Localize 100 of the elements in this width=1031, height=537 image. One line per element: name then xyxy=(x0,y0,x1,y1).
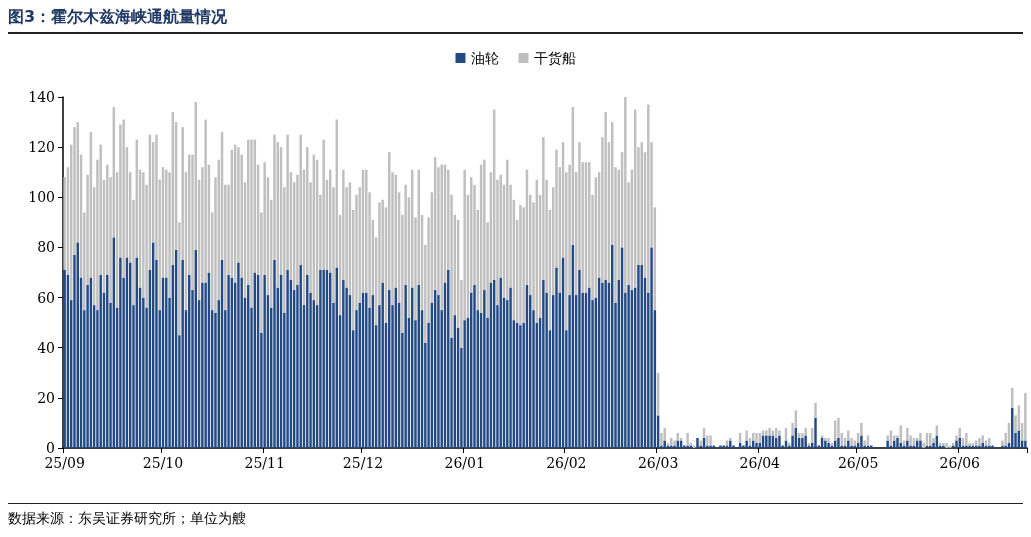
bar xyxy=(837,437,840,448)
bar xyxy=(299,264,302,448)
bar xyxy=(722,445,725,448)
bar xyxy=(381,282,384,448)
x-tick-label: 25/12 xyxy=(342,455,384,471)
bar xyxy=(824,440,827,448)
bar xyxy=(227,275,230,448)
bar xyxy=(866,445,870,448)
bar xyxy=(322,139,325,270)
bar xyxy=(932,437,935,443)
bar xyxy=(860,435,863,448)
bar xyxy=(578,269,581,448)
bar xyxy=(765,435,768,448)
bar xyxy=(1001,445,1004,448)
bar xyxy=(929,445,932,448)
bar xyxy=(250,139,253,308)
bar xyxy=(814,402,817,418)
bar xyxy=(119,257,122,448)
bar xyxy=(604,280,607,448)
bar xyxy=(181,259,184,448)
bar xyxy=(637,264,640,448)
y-tick-label: 120 xyxy=(28,139,55,156)
bar xyxy=(473,285,476,448)
y-tick-label: 60 xyxy=(37,289,55,306)
legend-label: 油轮 xyxy=(470,50,499,66)
bar xyxy=(237,262,240,448)
bar xyxy=(122,119,125,278)
bar xyxy=(1024,440,1027,448)
bar xyxy=(925,445,929,448)
bar xyxy=(801,432,804,438)
bar xyxy=(814,417,817,448)
bar xyxy=(745,430,748,441)
bar xyxy=(506,159,509,301)
bar xyxy=(906,440,909,448)
bar xyxy=(463,320,466,448)
x-tick-label: 26/03 xyxy=(637,455,679,471)
bar xyxy=(201,282,204,448)
bar xyxy=(847,430,850,441)
y-tick-label: 80 xyxy=(37,239,55,256)
bar xyxy=(768,435,771,448)
bar xyxy=(709,435,712,446)
x-tick-label: 26/06 xyxy=(939,455,981,471)
bar xyxy=(640,264,643,448)
bar xyxy=(984,445,988,448)
bar xyxy=(991,445,994,448)
bar xyxy=(63,269,66,448)
bar xyxy=(660,432,663,446)
bar xyxy=(745,440,748,448)
bar xyxy=(709,445,712,448)
x-tick-label: 25/09 xyxy=(44,455,85,471)
bar xyxy=(988,437,991,446)
bar xyxy=(929,432,932,446)
bar xyxy=(948,445,952,448)
bar xyxy=(906,427,909,441)
y-tick-label: 20 xyxy=(37,389,55,406)
bar xyxy=(804,427,807,436)
bar xyxy=(627,285,630,448)
bar xyxy=(650,247,653,448)
bar xyxy=(778,435,781,448)
bar xyxy=(273,259,276,448)
bar xyxy=(322,269,325,448)
bar xyxy=(306,275,309,448)
bar xyxy=(542,280,545,448)
source-note: 数据来源：东吴证券研究所；单位为艘 xyxy=(8,503,1023,528)
bar xyxy=(404,285,407,448)
x-tick-label: 25/11 xyxy=(244,455,285,471)
bar xyxy=(768,427,771,436)
bar xyxy=(483,290,486,448)
bar xyxy=(801,437,804,448)
bar xyxy=(719,445,722,448)
bar xyxy=(342,280,345,448)
bar xyxy=(870,445,873,448)
bar xyxy=(204,119,207,283)
bar xyxy=(824,437,827,441)
bar xyxy=(601,282,604,448)
bar xyxy=(604,112,607,281)
bar xyxy=(624,97,627,293)
bar xyxy=(263,275,266,448)
bar xyxy=(965,432,968,446)
bar xyxy=(447,269,450,448)
bar xyxy=(647,104,650,293)
bar xyxy=(365,292,368,448)
bar xyxy=(896,437,899,448)
x-tick-label: 26/05 xyxy=(837,455,879,471)
bar xyxy=(509,287,512,448)
bar xyxy=(440,164,443,311)
x-tick-label: 26/04 xyxy=(739,455,781,471)
bar xyxy=(804,435,807,448)
bar xyxy=(988,445,991,448)
bar xyxy=(663,427,666,441)
bar xyxy=(519,325,522,448)
bar xyxy=(1024,392,1027,441)
y-tick-label: 140 xyxy=(28,89,55,105)
bar xyxy=(686,445,689,448)
x-tick-label: 26/01 xyxy=(444,455,485,471)
legend-label: 干货船 xyxy=(533,50,576,66)
x-tick-label: 25/10 xyxy=(142,455,184,471)
y-tick-label: 0 xyxy=(46,440,55,456)
bar xyxy=(99,275,102,448)
bar xyxy=(778,430,781,436)
